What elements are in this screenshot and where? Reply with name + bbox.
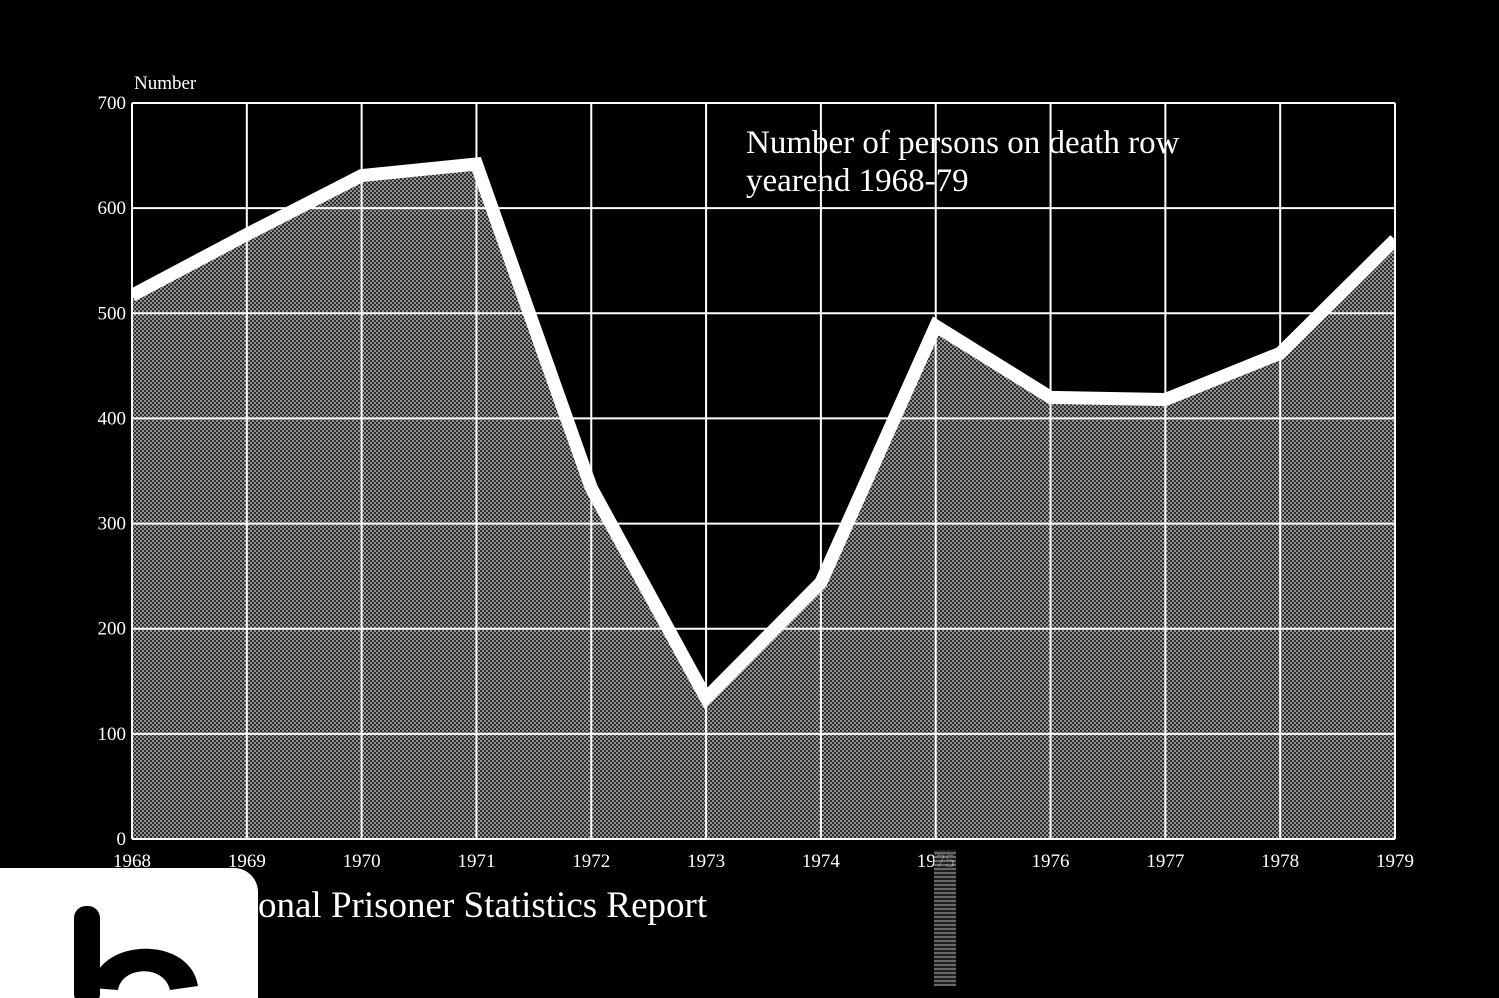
x-tick-label: 1977 — [1146, 851, 1184, 872]
x-tick-label: 1976 — [1032, 851, 1070, 872]
y-tick-label: 0 — [117, 829, 127, 850]
series-area — [132, 164, 1395, 839]
y-tick-label: 300 — [98, 514, 127, 535]
x-tick-labels: 1968196919701971197219731974197519761977… — [113, 851, 1414, 872]
y-tick-label: 500 — [98, 303, 127, 324]
chart-subtitle: yearend 1968-79 — [746, 163, 969, 199]
y-tick-label: 200 — [98, 619, 127, 640]
x-tick-label: 1971 — [457, 851, 495, 872]
x-tick-label: 1972 — [572, 851, 610, 872]
scan-artifact — [934, 850, 956, 986]
logo-card — [0, 868, 258, 998]
x-tick-label: 1973 — [687, 851, 725, 872]
y-tick-label: 600 — [98, 198, 127, 219]
agency-logo-icon — [0, 868, 258, 998]
report-title: onal Prisoner Statistics Report — [258, 884, 707, 927]
x-tick-label: 1979 — [1376, 851, 1414, 872]
y-tick-label: 700 — [98, 93, 127, 114]
x-tick-label: 1970 — [343, 851, 381, 872]
y-tick-label: 100 — [98, 724, 127, 745]
y-axis-label: Number — [134, 73, 197, 94]
y-tick-label: 400 — [98, 408, 127, 429]
x-tick-label: 1974 — [802, 851, 841, 872]
y-tick-labels: 0 100 200 300 400 500 600 700 — [98, 93, 127, 850]
x-tick-label: 1978 — [1261, 851, 1299, 872]
area-fill-layer — [132, 164, 1395, 839]
chart-title: Number of persons on death row — [746, 125, 1180, 161]
